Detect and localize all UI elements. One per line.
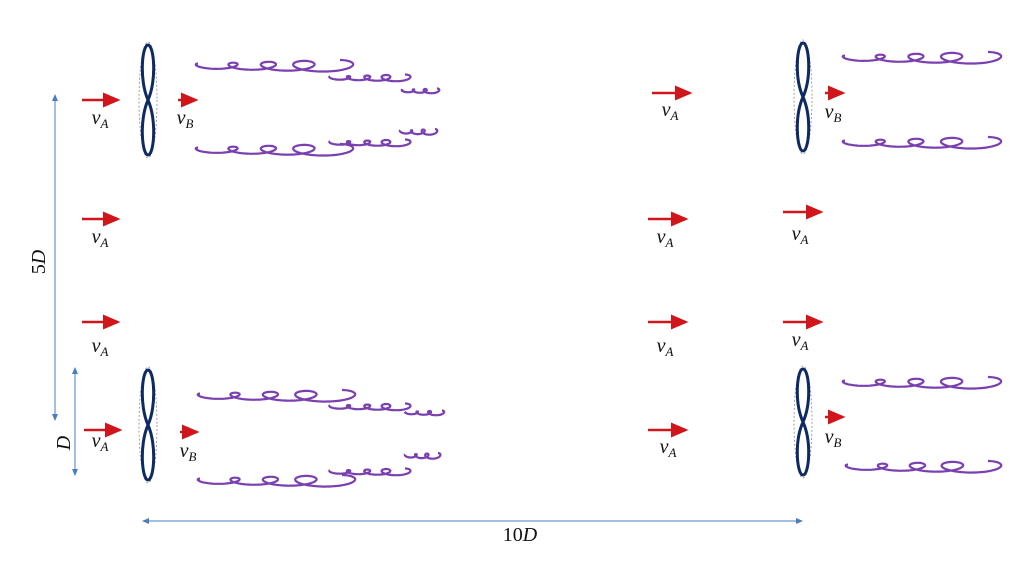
rotor-blade xyxy=(795,367,811,477)
velocity-label: vA xyxy=(792,329,809,353)
subscript: B xyxy=(188,449,196,464)
velocity-label: vB xyxy=(825,101,842,125)
velocity-label: vB xyxy=(180,440,197,464)
wake xyxy=(400,87,441,95)
wake xyxy=(194,142,355,157)
symbol: v xyxy=(825,426,834,448)
wake xyxy=(403,409,446,417)
wake xyxy=(328,138,412,148)
coefficient: 10 xyxy=(503,524,523,546)
symbol: v xyxy=(180,440,189,462)
subscript: B xyxy=(833,110,841,125)
symbol: v xyxy=(825,101,834,123)
rotor-disk xyxy=(793,39,813,155)
subscript: B xyxy=(833,435,841,450)
wake xyxy=(398,127,439,136)
wake xyxy=(841,135,1003,150)
wake xyxy=(194,58,355,73)
symbol: v xyxy=(792,223,801,245)
subscript: A xyxy=(99,235,108,250)
symbol: v xyxy=(92,430,101,452)
dimension-label: 5D xyxy=(28,249,50,274)
subscript: A xyxy=(99,439,108,454)
symbol: D xyxy=(28,249,50,265)
velocity-label: vA xyxy=(660,436,677,460)
subscript: A xyxy=(99,344,108,359)
symbol: D xyxy=(53,435,75,451)
symbol: v xyxy=(660,436,669,458)
rotor-blade xyxy=(140,368,156,482)
wake xyxy=(328,467,412,477)
wake xyxy=(328,402,412,412)
symbol: v xyxy=(662,99,671,121)
velocity-label: vA xyxy=(92,335,109,359)
subscript: A xyxy=(664,344,673,359)
velocity-label: vA xyxy=(657,226,674,250)
symbol: v xyxy=(657,226,666,248)
velocity-label: vB xyxy=(825,426,842,450)
subscript: A xyxy=(664,235,673,250)
subscript: A xyxy=(799,232,808,247)
wake xyxy=(844,459,1003,474)
subscript: A xyxy=(669,108,678,123)
wake xyxy=(196,473,357,488)
velocity-label: vA xyxy=(792,223,809,247)
symbol: v xyxy=(92,107,101,129)
coefficient: 5 xyxy=(28,264,50,274)
rotor-blade xyxy=(140,43,156,157)
velocity-label: vA xyxy=(92,430,109,454)
velocity-label: vA xyxy=(92,226,109,250)
velocity-label: vA xyxy=(657,335,674,359)
velocity-label: vA xyxy=(662,99,679,123)
subscript: A xyxy=(667,445,676,460)
rotor-disk xyxy=(138,366,158,484)
wake xyxy=(841,50,1003,65)
dimension-label: 10D xyxy=(503,524,538,546)
subscript: B xyxy=(185,116,193,131)
rotor-disk xyxy=(138,41,158,159)
rotor-disk xyxy=(793,365,813,479)
subscript: A xyxy=(99,116,108,131)
subscript: A xyxy=(799,338,808,353)
dimension-label: D xyxy=(53,435,75,451)
wake xyxy=(328,73,412,83)
velocity-label: vB xyxy=(177,107,194,131)
symbol: v xyxy=(177,107,186,129)
symbol: D xyxy=(522,524,538,546)
wake xyxy=(196,388,357,403)
symbol: v xyxy=(657,335,666,357)
velocity-label: vA xyxy=(92,107,109,131)
symbol: v xyxy=(792,329,801,351)
rotor-blade xyxy=(795,41,811,153)
symbol: v xyxy=(92,226,101,248)
wake xyxy=(841,375,1003,390)
symbol: v xyxy=(92,335,101,357)
wake xyxy=(403,451,442,460)
